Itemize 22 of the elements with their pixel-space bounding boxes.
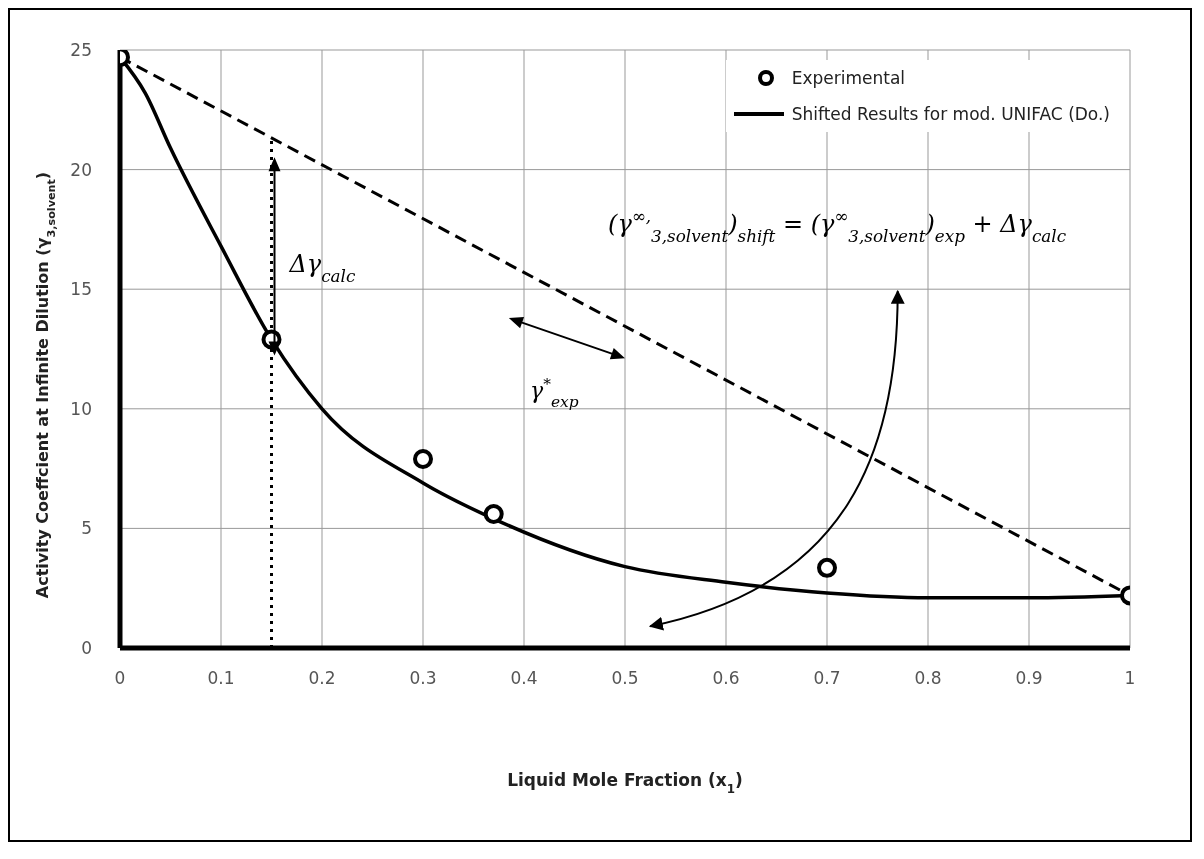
x-tick-label: 0.8 xyxy=(914,668,942,689)
x-tick-label: 0.3 xyxy=(409,668,437,689)
x-tick-label: 0 xyxy=(114,668,126,689)
x-tick-label: 0.7 xyxy=(813,668,841,689)
annotation: Δγ$_{calc}$ xyxy=(288,250,356,287)
y-tick-label: 15 xyxy=(70,279,92,300)
x-tick-label: 0.6 xyxy=(712,668,740,689)
y-tick-label: 20 xyxy=(70,159,92,180)
x-axis-title: Liquid Mole Fraction (x$_{1}$) xyxy=(507,770,743,796)
x-tick-label: 0.1 xyxy=(207,668,235,689)
y-tick-label: 10 xyxy=(70,398,92,419)
text: (γ$^{∞,}$$_{3,solvent}$)$_{shift}$ = (γ$^{∞}$$_{3,solvent}$)$_{exp}$ + Δγ$_{calc}$ xyxy=(608,206,1067,247)
y-tick-label: 0 xyxy=(81,638,92,659)
legend-label: Shifted Results for mod. UNIFAC (Do.) xyxy=(791,104,1110,124)
y-tick-label: 5 xyxy=(81,518,92,539)
x-tick-label: 0.2 xyxy=(308,668,336,689)
x-tick-label: 0.9 xyxy=(1015,668,1043,689)
x-tick-label: 0.5 xyxy=(611,668,639,689)
legend-label: Experimental xyxy=(791,68,906,88)
y-tick-label: 25 xyxy=(70,40,92,61)
x-tick-label: 1 xyxy=(1124,668,1136,689)
x-tick-label: 0.4 xyxy=(510,668,538,689)
